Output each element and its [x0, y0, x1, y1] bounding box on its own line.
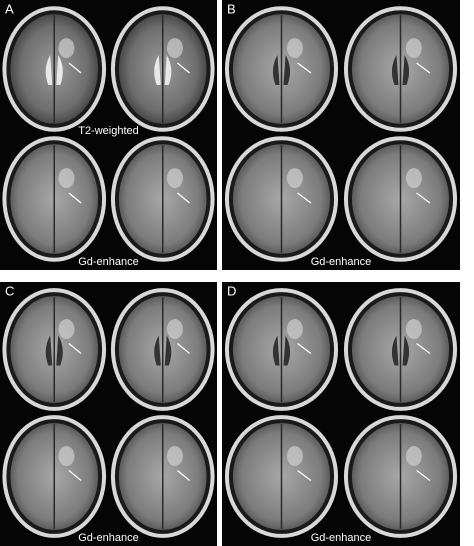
panel: C Gd-enhance	[0, 282, 217, 546]
panel: B Gd-enhance	[222, 0, 460, 270]
caption: Gd-enhance	[78, 256, 139, 268]
arrow	[416, 62, 431, 74]
ventricle	[272, 335, 291, 366]
arrow	[416, 343, 431, 354]
arrow	[177, 470, 190, 481]
arrow	[416, 470, 431, 481]
ventricle	[391, 335, 410, 366]
lesion	[286, 168, 303, 189]
ventricle	[154, 55, 172, 85]
panel-label: A	[5, 1, 14, 16]
ventricle	[154, 335, 172, 366]
arrow	[177, 343, 190, 354]
lesion	[58, 446, 75, 467]
arrow	[297, 192, 312, 204]
lesion	[166, 319, 183, 340]
arrow	[297, 62, 312, 74]
lesion	[286, 446, 303, 467]
panel-label: D	[227, 283, 236, 298]
panel: A T2-weighted Gd-enhance	[0, 0, 217, 270]
ventricle	[272, 55, 291, 85]
lesion	[405, 38, 422, 59]
ventricle	[45, 55, 63, 85]
lesion	[58, 168, 75, 189]
lesion	[58, 38, 75, 59]
lesion	[286, 38, 303, 59]
arrow	[68, 62, 82, 74]
caption: Gd-enhance	[311, 256, 372, 268]
lesion	[166, 168, 183, 189]
lesion	[405, 319, 422, 340]
arrow	[177, 192, 190, 204]
ventricle	[45, 335, 63, 366]
lesion	[166, 446, 183, 467]
panel-label: B	[227, 1, 236, 16]
panel-label: C	[5, 283, 14, 298]
lesion	[405, 446, 422, 467]
arrow	[68, 192, 82, 204]
lesion	[286, 319, 303, 340]
arrow	[297, 343, 312, 354]
lesion	[166, 38, 183, 59]
caption: Gd-enhance	[311, 532, 372, 544]
arrow	[177, 62, 190, 74]
arrow	[416, 192, 431, 204]
lesion	[405, 168, 422, 189]
caption: Gd-enhance	[78, 532, 139, 544]
arrow	[68, 470, 82, 481]
ventricle	[391, 55, 410, 85]
arrow	[297, 470, 312, 481]
lesion	[58, 319, 75, 340]
arrow	[68, 343, 82, 354]
panel: D Gd-enhance	[222, 282, 460, 546]
caption: T2-weighted	[78, 125, 139, 137]
